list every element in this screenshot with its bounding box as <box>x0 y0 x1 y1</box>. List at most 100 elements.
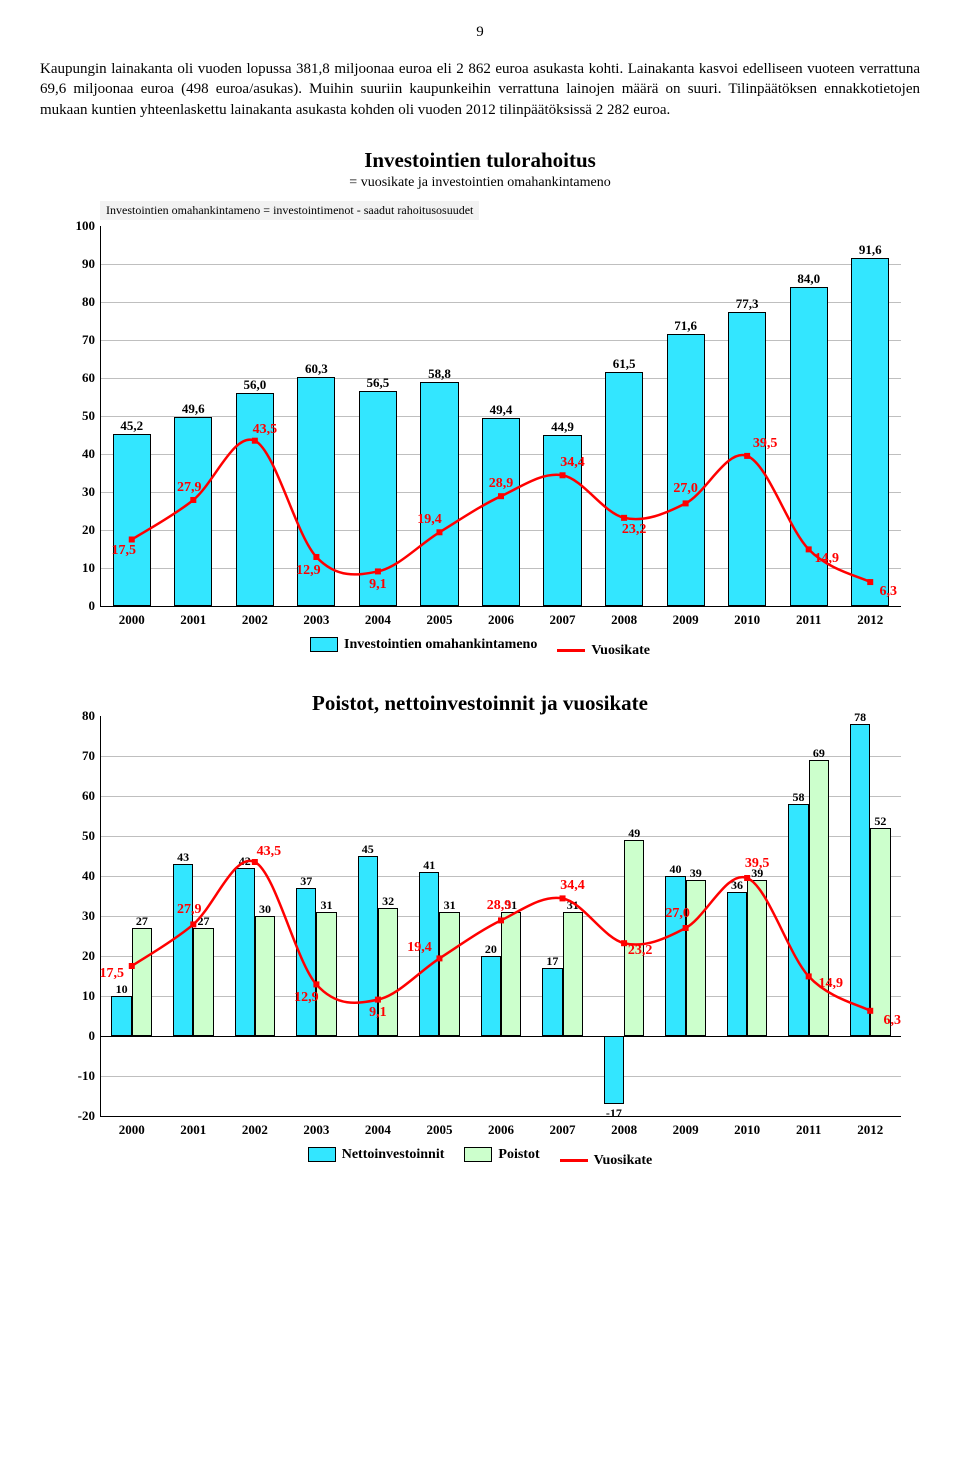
x-tick-label: 2012 <box>857 1116 883 1138</box>
bar <box>420 382 458 605</box>
bar-value-label: 27 <box>136 914 148 929</box>
x-tick-label: 2008 <box>611 1116 637 1138</box>
legend-label: Vuosikate <box>591 643 650 659</box>
bar <box>173 864 193 1036</box>
x-tick-label: 2010 <box>734 1116 760 1138</box>
bar <box>728 312 766 606</box>
legend-swatch <box>308 1147 336 1162</box>
x-tick-label: 2000 <box>119 1116 145 1138</box>
bar <box>809 760 829 1036</box>
legend-item: Vuosikate <box>557 643 650 659</box>
bar-value-label: 52 <box>874 814 886 829</box>
bar <box>604 1036 624 1104</box>
line-point-label: 14,9 <box>814 551 839 567</box>
y-tick-label: 60 <box>82 788 101 804</box>
chart2-legend: Nettoinvestoinnit Poistot Vuosikate <box>40 1147 920 1169</box>
bar-value-label: 84,0 <box>797 271 820 287</box>
y-tick-label: 70 <box>82 332 101 348</box>
line-point-label: 28,9 <box>487 898 512 914</box>
bar <box>174 417 212 605</box>
line-point-label: 12,9 <box>296 563 321 579</box>
bar <box>727 892 747 1036</box>
bar <box>132 928 152 1036</box>
line-point-label: 19,4 <box>417 512 442 528</box>
x-tick-label: 2005 <box>426 606 452 628</box>
bar <box>111 996 131 1036</box>
x-tick-label: 2006 <box>488 1116 514 1138</box>
y-tick-label: 0 <box>89 1028 102 1044</box>
bar-value-label: 41 <box>423 858 435 873</box>
legend-label: Poistot <box>498 1147 539 1163</box>
line-point-label: 17,5 <box>100 966 125 982</box>
y-tick-label: -10 <box>78 1068 101 1084</box>
legend-label: Vuosikate <box>594 1153 653 1169</box>
x-tick-label: 2001 <box>180 606 206 628</box>
line-point-label: 39,5 <box>753 436 778 452</box>
y-tick-label: 50 <box>82 828 101 844</box>
y-tick-label: 70 <box>82 748 101 764</box>
bar-value-label: 17 <box>546 954 558 969</box>
bar-value-label: 43 <box>177 850 189 865</box>
bar-value-label: 49,6 <box>182 401 205 417</box>
y-tick-label: 50 <box>82 408 101 424</box>
gridline <box>101 756 901 757</box>
body-paragraph: Kaupungin lainakanta oli vuoden lopussa … <box>40 59 920 120</box>
chart-poistot-nettoinvestoinnit-vuosikate: Poistot, nettoinvestoinnit ja vuosikate … <box>40 691 920 1169</box>
line-point-label: 14,9 <box>818 976 843 992</box>
bar <box>563 912 583 1036</box>
x-tick-label: 2006 <box>488 606 514 628</box>
chart-investointien-tulorahoitus: Investointien tulorahoitus = vuosikate j… <box>40 148 920 659</box>
bar-value-label: 56,0 <box>243 377 266 393</box>
y-tick-label: -20 <box>78 1108 101 1124</box>
bar-value-label: 31 <box>321 898 333 913</box>
bar <box>359 391 397 606</box>
bar <box>747 880 767 1036</box>
x-tick-label: 2007 <box>550 1116 576 1138</box>
bar <box>439 912 459 1036</box>
bar-value-label: 20 <box>485 942 497 957</box>
chart1-legend: Investointien omahankintamenoVuosikate <box>40 637 920 659</box>
legend-swatch <box>310 637 338 652</box>
line-point-label: 19,4 <box>407 940 432 956</box>
page-number: 9 <box>40 24 920 41</box>
line-point-label: 43,5 <box>253 422 278 438</box>
legend-item: Nettoinvestoinnit <box>308 1147 445 1163</box>
line-point-label: 27,9 <box>177 902 202 918</box>
bar-value-label: 69 <box>813 746 825 761</box>
line-point-label: 27,0 <box>665 906 690 922</box>
bar <box>667 334 705 606</box>
bar <box>501 912 521 1036</box>
bar-value-label: 31 <box>567 898 579 913</box>
gridline <box>101 302 901 303</box>
chart1-subtitle: = vuosikate ja investointien omahankinta… <box>40 175 920 191</box>
y-tick-label: 40 <box>82 868 101 884</box>
bar-value-label: 60,3 <box>305 361 328 377</box>
x-tick-label: 2009 <box>673 1116 699 1138</box>
y-tick-label: 0 <box>89 598 102 614</box>
line-point-label: 34,4 <box>560 455 585 471</box>
x-tick-label: 2012 <box>857 606 883 628</box>
line-point-label: 43,5 <box>257 844 282 860</box>
line-point-label: 6,3 <box>883 1013 901 1029</box>
y-tick-label: 80 <box>82 708 101 724</box>
y-tick-label: 90 <box>82 256 101 272</box>
bar-value-label: 71,6 <box>674 318 697 334</box>
line-point-label: 6,3 <box>879 584 897 600</box>
bar-value-label: 61,5 <box>613 356 636 372</box>
x-tick-label: 2003 <box>303 1116 329 1138</box>
legend-item: Poistot <box>464 1147 539 1163</box>
bar-value-label: 30 <box>259 902 271 917</box>
y-tick-label: 100 <box>76 218 102 234</box>
bar-value-label: 49 <box>628 826 640 841</box>
bar-value-label: 39 <box>690 866 702 881</box>
y-tick-label: 40 <box>82 446 101 462</box>
chart2-title: Poistot, nettoinvestoinnit ja vuosikate <box>40 691 920 716</box>
bar <box>605 372 643 606</box>
bar-value-label: 49,4 <box>490 402 513 418</box>
x-tick-label: 2002 <box>242 606 268 628</box>
line-point-label: 9,1 <box>369 577 387 593</box>
line-point-label: 23,2 <box>622 522 647 538</box>
chart1-plot-area: 010203040506070809010045,249,656,060,356… <box>100 226 901 607</box>
x-tick-label: 2011 <box>796 606 821 628</box>
bar-value-label: 78 <box>854 710 866 725</box>
